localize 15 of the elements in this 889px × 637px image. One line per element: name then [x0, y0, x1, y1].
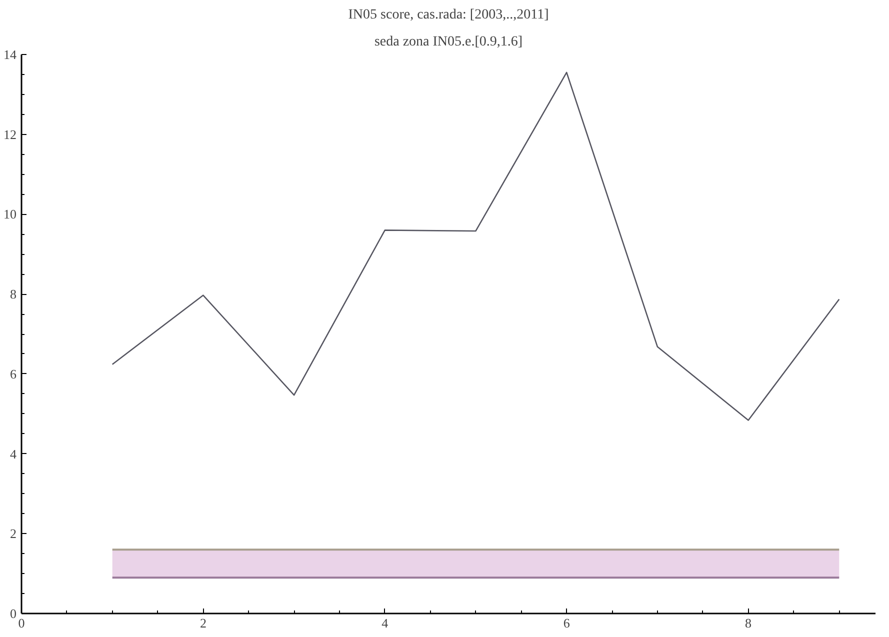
y-tick-label: 4 — [10, 446, 17, 462]
x-tick-label: 6 — [563, 616, 570, 630]
x-tick-label: 2 — [200, 616, 206, 630]
y-tick-label: 8 — [10, 286, 16, 302]
y-tick-label: 0 — [10, 606, 16, 621]
chart-subtitle: seda zona IN05.e.[0.9,1.6] — [374, 34, 523, 50]
x-tick-label: 4 — [382, 616, 389, 630]
y-tick-label: 14 — [4, 47, 17, 62]
y-tick-label: 12 — [4, 126, 16, 142]
y-tick-label: 2 — [10, 526, 16, 542]
chart-title: IN05 score, cas.rada: [2003,..,2011] — [348, 8, 549, 22]
y-tick-label: 6 — [10, 366, 17, 382]
line-series — [112, 72, 840, 421]
x-tick-label: 8 — [745, 616, 752, 630]
y-tick-label: 10 — [4, 206, 16, 222]
